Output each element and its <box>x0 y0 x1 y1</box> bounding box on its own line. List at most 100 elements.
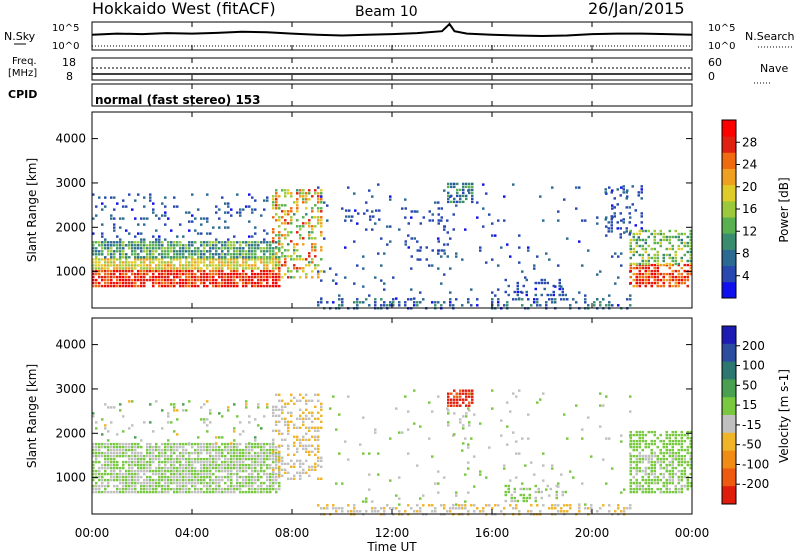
range-gate-cell <box>122 284 125 288</box>
range-gate-cell <box>275 241 278 244</box>
range-gate-cell <box>128 193 131 196</box>
colorbar-tick-label: -200 <box>742 477 769 491</box>
range-gate-cell <box>491 507 494 510</box>
range-gate-cell <box>404 207 407 210</box>
range-gate-cell <box>233 487 236 491</box>
range-gate-cell <box>212 275 215 279</box>
range-gate-cell <box>203 475 206 479</box>
range-gate-cell <box>368 473 371 476</box>
range-gate-cell <box>164 478 167 482</box>
range-gate-cell <box>119 244 122 247</box>
range-gate-cell <box>677 469 680 473</box>
range-gate-cell <box>140 247 143 250</box>
range-gate-cell <box>263 250 266 253</box>
range-gate-cell <box>236 454 239 458</box>
range-gate-cell <box>176 478 179 482</box>
range-gate-cell <box>167 284 170 288</box>
freq-tick-low: 8 <box>66 70 73 83</box>
range-gate-cell <box>404 243 407 246</box>
range-gate-cell <box>578 186 581 189</box>
range-gate-cell <box>194 267 197 270</box>
range-gate-cell <box>185 442 188 446</box>
range-gate-cell <box>263 229 266 232</box>
range-gate-cell <box>194 448 197 452</box>
range-gate-cell <box>191 269 194 273</box>
range-gate-cell <box>275 453 278 456</box>
range-gate-cell <box>161 261 164 264</box>
range-gate-cell <box>377 183 380 186</box>
range-gate-cell <box>137 256 140 259</box>
range-gate-cell <box>413 237 416 240</box>
range-gate-cell <box>272 487 275 491</box>
range-gate-cell <box>281 216 284 219</box>
range-gate-cell <box>281 456 284 459</box>
range-gate-cell <box>245 445 248 449</box>
range-gate-cell <box>200 217 203 220</box>
range-gate-cell <box>317 393 320 396</box>
range-gate-cell <box>281 417 284 420</box>
range-gate-cell <box>239 214 242 217</box>
range-gate-cell <box>188 278 191 282</box>
range-gate-cell <box>275 456 278 459</box>
range-gate-cell <box>320 258 323 261</box>
range-gate-cell <box>119 250 122 253</box>
range-gate-cell <box>518 389 521 392</box>
range-gate-cell <box>320 405 323 408</box>
range-gate-cell <box>635 484 638 488</box>
range-gate-cell <box>314 435 317 438</box>
range-gate-cell <box>116 250 119 253</box>
range-gate-cell <box>569 507 572 510</box>
range-gate-cell <box>619 212 622 215</box>
range-gate-cell <box>215 442 218 445</box>
range-gate-cell <box>158 272 161 276</box>
range-gate-cell <box>179 475 182 479</box>
range-gate-cell <box>287 270 290 273</box>
range-gate-cell <box>449 267 452 270</box>
range-gate-cell <box>653 454 656 458</box>
range-gate-cell <box>683 263 686 267</box>
range-gate-cell <box>176 481 179 485</box>
range-gate-cell <box>188 253 191 256</box>
range-gate-cell <box>104 469 107 473</box>
range-gate-cell <box>98 454 101 458</box>
range-gate-cell <box>197 261 200 264</box>
range-gate-cell <box>209 442 212 446</box>
range-gate-cell <box>275 466 278 470</box>
range-gate-cell <box>248 258 251 261</box>
range-gate-cell <box>275 204 278 207</box>
range-gate-cell <box>167 457 170 461</box>
range-gate-cell <box>278 475 281 479</box>
range-gate-cell <box>653 478 656 482</box>
colorbar-tick-label: 8 <box>742 247 750 261</box>
range-gate-cell <box>296 471 299 474</box>
range-gate-cell <box>689 229 692 233</box>
range-gate-cell <box>107 451 110 455</box>
range-gate-cell <box>131 445 134 449</box>
range-gate-cell <box>98 250 101 253</box>
range-gate-cell <box>677 433 680 437</box>
range-gate-cell <box>137 272 140 276</box>
range-gate-cell <box>290 459 293 462</box>
range-gate-cell <box>101 244 104 247</box>
range-gate-cell <box>674 439 677 443</box>
range-gate-cell <box>497 504 500 507</box>
range-gate-cell <box>203 421 206 424</box>
range-gate-cell <box>254 487 257 491</box>
range-gate-cell <box>257 442 260 446</box>
range-gate-cell <box>407 428 410 431</box>
range-gate-cell <box>521 270 524 273</box>
range-gate-cell <box>95 484 98 488</box>
range-gate-cell <box>647 235 650 239</box>
range-gate-cell <box>308 453 311 456</box>
range-gate-cell <box>164 454 167 458</box>
range-gate-cell <box>380 507 383 510</box>
range-gate-cell <box>227 244 230 247</box>
range-gate-cell <box>158 275 161 279</box>
range-gate-cell <box>266 232 269 235</box>
range-gate-cell <box>182 469 185 473</box>
range-gate-cell <box>218 454 221 458</box>
range-gate-cell <box>101 223 104 226</box>
range-gate-cell <box>479 249 482 252</box>
range-gate-cell <box>368 189 371 192</box>
range-tick-label: 1000 <box>55 265 86 279</box>
